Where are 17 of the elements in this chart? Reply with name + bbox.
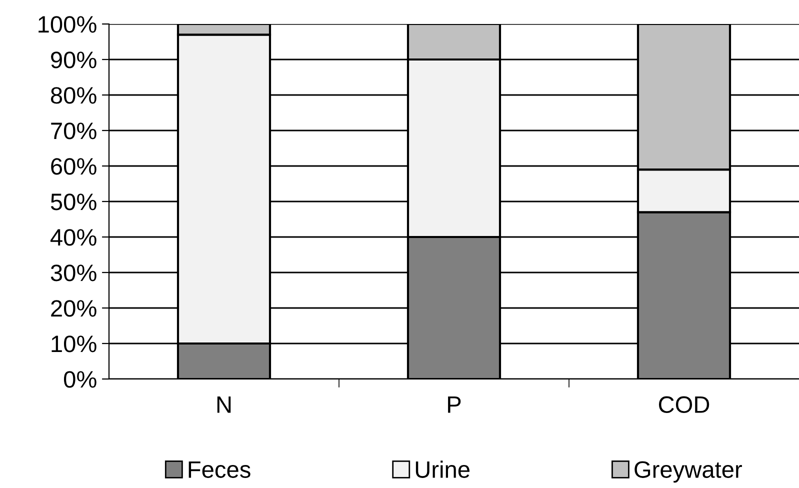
y-tick-label: 30%	[50, 264, 96, 282]
y-tick-label: 100%	[38, 16, 96, 33]
y-tick-label: 0%	[64, 371, 96, 388]
y-tick-label: 60%	[51, 158, 96, 175]
y-tick-label: 80%	[50, 87, 96, 104]
y-tick-label: 20%	[51, 300, 96, 317]
legend-label: Greywater	[634, 461, 742, 483]
legend-label: Feces	[188, 461, 250, 478]
y-tick-label: 90%	[51, 52, 96, 68]
y-tick-label: 40%	[50, 229, 96, 246]
y-tick-label: 10%	[52, 336, 96, 352]
legend-label: Urine	[416, 460, 470, 478]
x-tick-label: COD	[658, 396, 710, 414]
x-tick-label: N	[217, 396, 231, 413]
x-tick-label: P	[448, 396, 461, 413]
y-tick-label: 70%	[51, 122, 96, 140]
y-tick-label: 50%	[50, 194, 96, 210]
